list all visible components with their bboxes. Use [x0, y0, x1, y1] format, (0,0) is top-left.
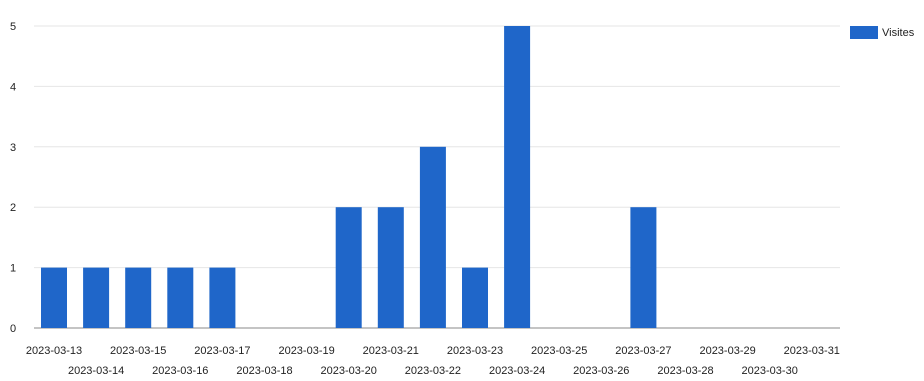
- x-tick-label: 2023-03-19: [278, 345, 334, 357]
- bar: [125, 267, 152, 328]
- x-tick-label: 2023-03-15: [110, 345, 166, 357]
- x-tick-label: 2023-03-25: [531, 345, 587, 357]
- x-tick-label: 2023-03-21: [363, 345, 419, 357]
- bar: [462, 267, 488, 328]
- x-tick-label: 2023-03-13: [26, 345, 82, 357]
- bar: [419, 146, 446, 328]
- bar: [41, 267, 67, 328]
- x-tick-label: 2023-03-17: [194, 345, 250, 357]
- x-tick-label: 2023-03-20: [321, 365, 377, 377]
- legend: Visites: [850, 26, 914, 39]
- x-tick-label: 2023-03-14: [68, 365, 124, 377]
- legend-label: Visites: [882, 26, 915, 39]
- y-tick-label: 5: [10, 21, 16, 33]
- bar: [335, 207, 362, 328]
- x-tick-label: 2023-03-18: [236, 365, 292, 377]
- bar: [209, 267, 236, 328]
- bar: [167, 267, 194, 328]
- x-tick-label: 2023-03-22: [405, 365, 461, 377]
- y-tick-label: 3: [10, 142, 16, 154]
- x-tick-label: 2023-03-30: [742, 365, 798, 377]
- x-tick-label: 2023-03-29: [699, 345, 755, 357]
- x-tick-label: 2023-03-26: [573, 365, 629, 377]
- y-tick-label: 4: [10, 81, 16, 93]
- y-tick-label: 1: [10, 263, 16, 275]
- x-tick-label: 2023-03-16: [152, 365, 208, 377]
- y-tick-label: 0: [10, 323, 16, 335]
- legend-swatch: [850, 26, 878, 39]
- x-tick-label: 2023-03-31: [784, 345, 840, 357]
- x-axis: 2023-03-13 2023-03-14 2023-03-15 2023-03-16…: [26, 345, 840, 377]
- y-axis: 0 1 2 3 4 5: [10, 21, 16, 335]
- y-tick-label: 2: [10, 202, 16, 214]
- bar: [83, 267, 110, 328]
- bar: [504, 26, 531, 328]
- x-tick-label: 2023-03-24: [489, 365, 545, 377]
- bars: [41, 26, 657, 328]
- x-tick-label: 2023-03-23: [447, 345, 503, 357]
- bar: [630, 207, 657, 328]
- x-tick-label: 2023-03-28: [657, 365, 713, 377]
- bar: [377, 207, 404, 328]
- x-tick-label: 2023-03-27: [615, 345, 671, 357]
